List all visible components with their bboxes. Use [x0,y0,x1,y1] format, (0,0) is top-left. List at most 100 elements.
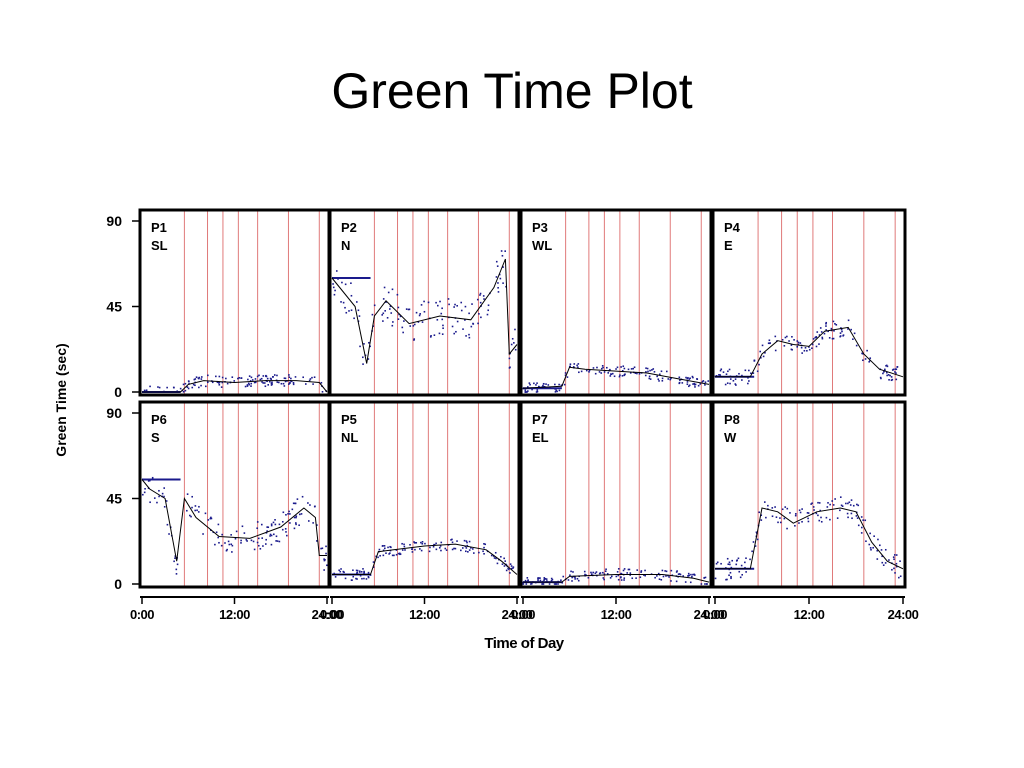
data-point [483,543,485,545]
data-point [815,512,818,515]
data-point [419,313,422,315]
data-point [649,378,652,380]
data-point [433,334,436,336]
data-point [344,577,347,580]
data-point [840,328,843,331]
data-point [206,381,209,384]
data-point [622,569,625,572]
data-point [609,375,612,377]
data-point [629,372,632,374]
data-point [660,578,663,581]
data-point [560,579,562,581]
data-point [648,377,651,380]
data-point [868,360,870,363]
data-point [421,321,424,323]
data-point [652,368,655,370]
data-point [278,540,281,543]
data-point [739,576,742,579]
data-point [686,383,689,386]
data-point [440,312,443,315]
slide-title: Green Time Plot [331,63,693,119]
data-point [480,316,482,319]
data-point [839,509,841,512]
data-point [392,321,394,323]
data-point [456,304,458,307]
data-point [771,515,774,518]
data-point [280,382,283,385]
data-point [487,309,490,312]
data-point [499,277,502,280]
data-point [572,366,575,368]
data-point [768,339,771,342]
data-point [440,541,443,544]
data-point [692,383,694,385]
data-point [602,571,604,574]
data-point [447,298,450,300]
panel-p4: P4 E [711,208,907,397]
data-point [881,561,884,564]
data-point [774,349,777,352]
data-point [382,320,384,322]
data-point [892,368,895,371]
data-point [603,371,606,373]
data-point [269,533,272,536]
data-point [704,384,706,386]
data-point [880,377,882,380]
data-point [747,377,749,379]
data-point [649,369,651,372]
data-point [883,371,885,373]
data-point [656,375,658,378]
data-point [572,571,574,573]
data-point [817,514,819,517]
data-point [720,368,723,371]
data-point [388,553,390,555]
data-point [187,387,190,390]
data-point [661,379,664,382]
data-point [734,378,737,380]
data-point [289,522,291,524]
data-point [814,336,817,339]
data-point [173,560,175,563]
data-point [629,574,631,576]
data-point [679,379,681,381]
data-point [886,371,888,374]
data-point [781,508,784,511]
data-point [497,291,500,293]
data-point [298,513,301,516]
data-point [626,572,629,574]
data-point [551,578,554,581]
data-point [456,540,458,542]
x-tick-label: 0:00 [511,607,535,622]
data-point [316,540,318,542]
data-point [856,503,858,506]
data-point [825,516,828,519]
data-point [295,515,298,517]
data-point [363,577,365,580]
data-point [493,557,496,559]
data-point [511,337,514,340]
panel-frame [711,400,907,589]
data-point [537,577,539,579]
y-axis-label: Green Time (sec) [53,343,69,456]
data-point [254,378,257,380]
data-point [355,569,358,572]
data-point [326,564,328,567]
data-point [367,571,370,574]
data-point [270,524,273,527]
data-point [779,517,781,519]
data-point [639,576,642,579]
data-point [399,553,401,556]
data-point [270,523,273,525]
data-point [507,567,509,570]
data-point [320,381,323,384]
data-point [200,376,203,378]
data-point [707,380,710,382]
panel-id-label: P4 [724,220,741,235]
panel-frame [138,400,331,589]
data-point [323,559,326,562]
data-point [603,578,605,581]
data-point [811,502,813,505]
data-point [729,563,731,566]
data-point [253,548,256,551]
data-point [777,521,779,524]
